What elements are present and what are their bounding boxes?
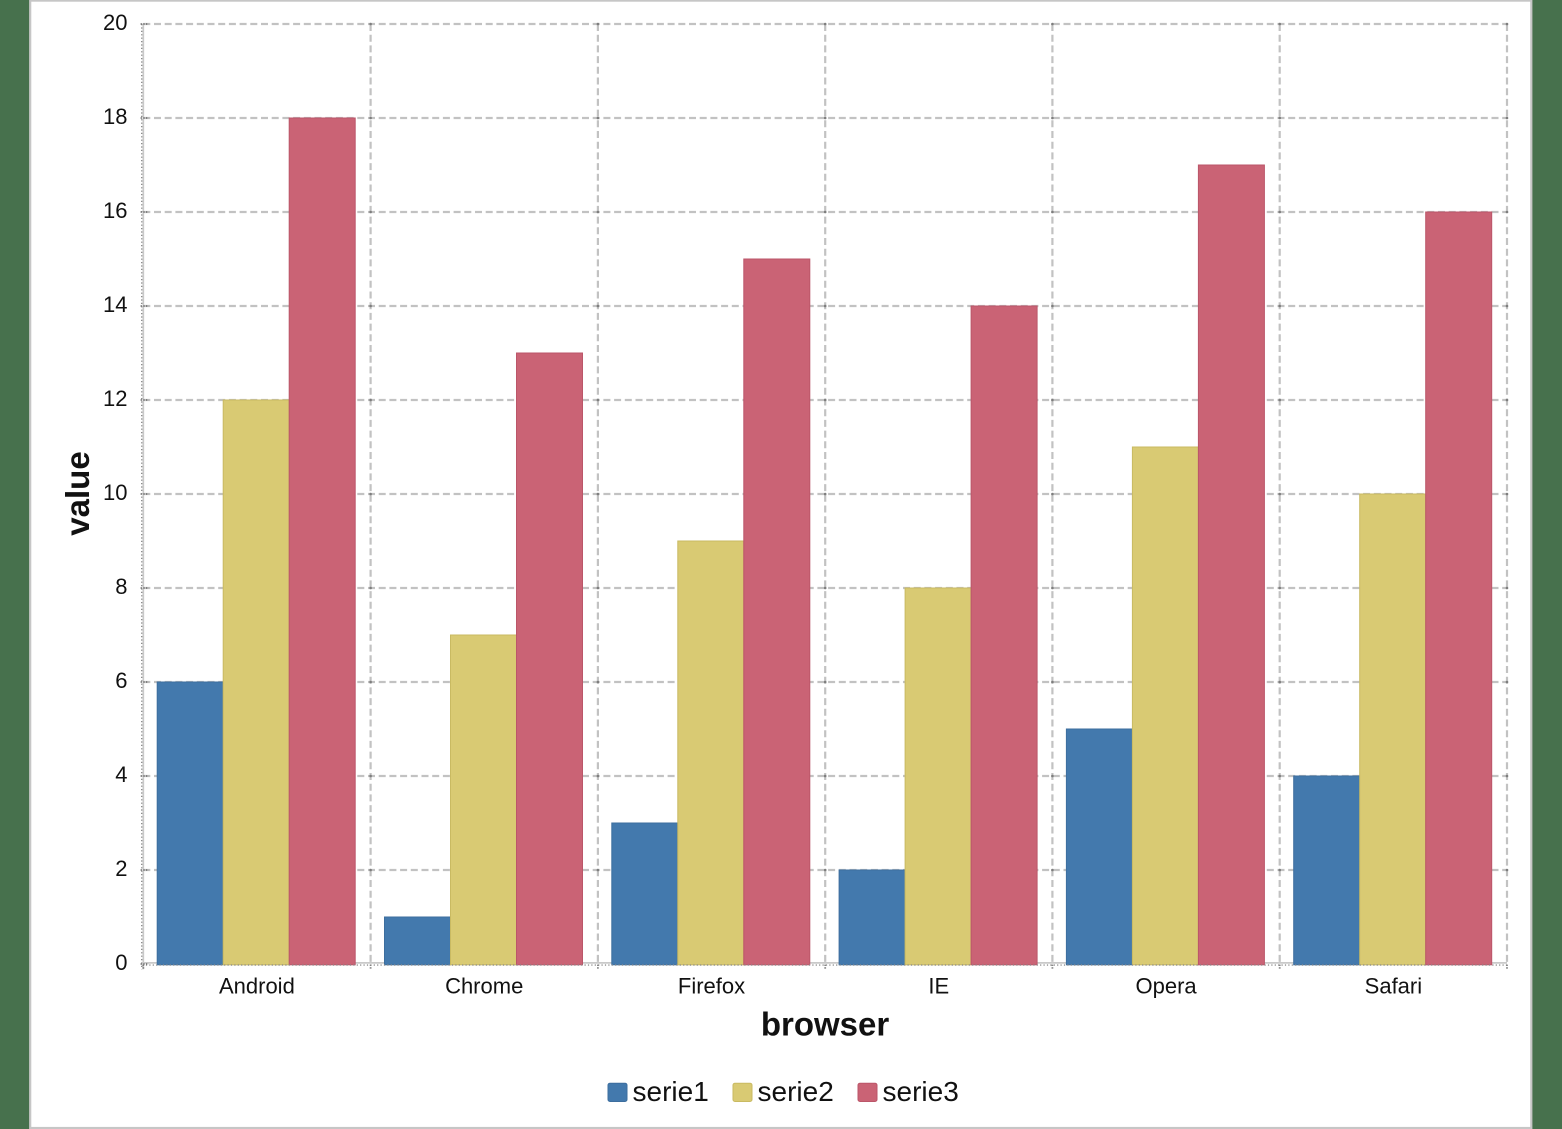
svg-text:0: 0 (115, 950, 127, 975)
svg-text:Safari: Safari (1365, 974, 1422, 999)
svg-text:2: 2 (115, 856, 127, 881)
svg-text:20: 20 (103, 10, 127, 35)
svg-text:12: 12 (103, 386, 127, 411)
svg-text:value: value (59, 451, 96, 535)
svg-text:Chrome: Chrome (445, 974, 523, 999)
svg-text:Firefox: Firefox (678, 974, 745, 999)
svg-text:6: 6 (115, 668, 127, 693)
svg-text:Android: Android (219, 974, 295, 999)
svg-text:serie2: serie2 (758, 1076, 834, 1107)
svg-text:8: 8 (115, 574, 127, 599)
svg-text:serie1: serie1 (633, 1076, 709, 1107)
svg-text:4: 4 (115, 762, 127, 787)
svg-text:IE: IE (928, 974, 949, 999)
svg-text:serie3: serie3 (883, 1076, 959, 1107)
svg-text:Opera: Opera (1136, 974, 1198, 999)
svg-text:14: 14 (103, 292, 127, 317)
svg-text:16: 16 (103, 198, 127, 223)
svg-text:18: 18 (103, 104, 127, 129)
svg-text:10: 10 (103, 480, 127, 505)
svg-text:browser: browser (761, 1006, 890, 1043)
